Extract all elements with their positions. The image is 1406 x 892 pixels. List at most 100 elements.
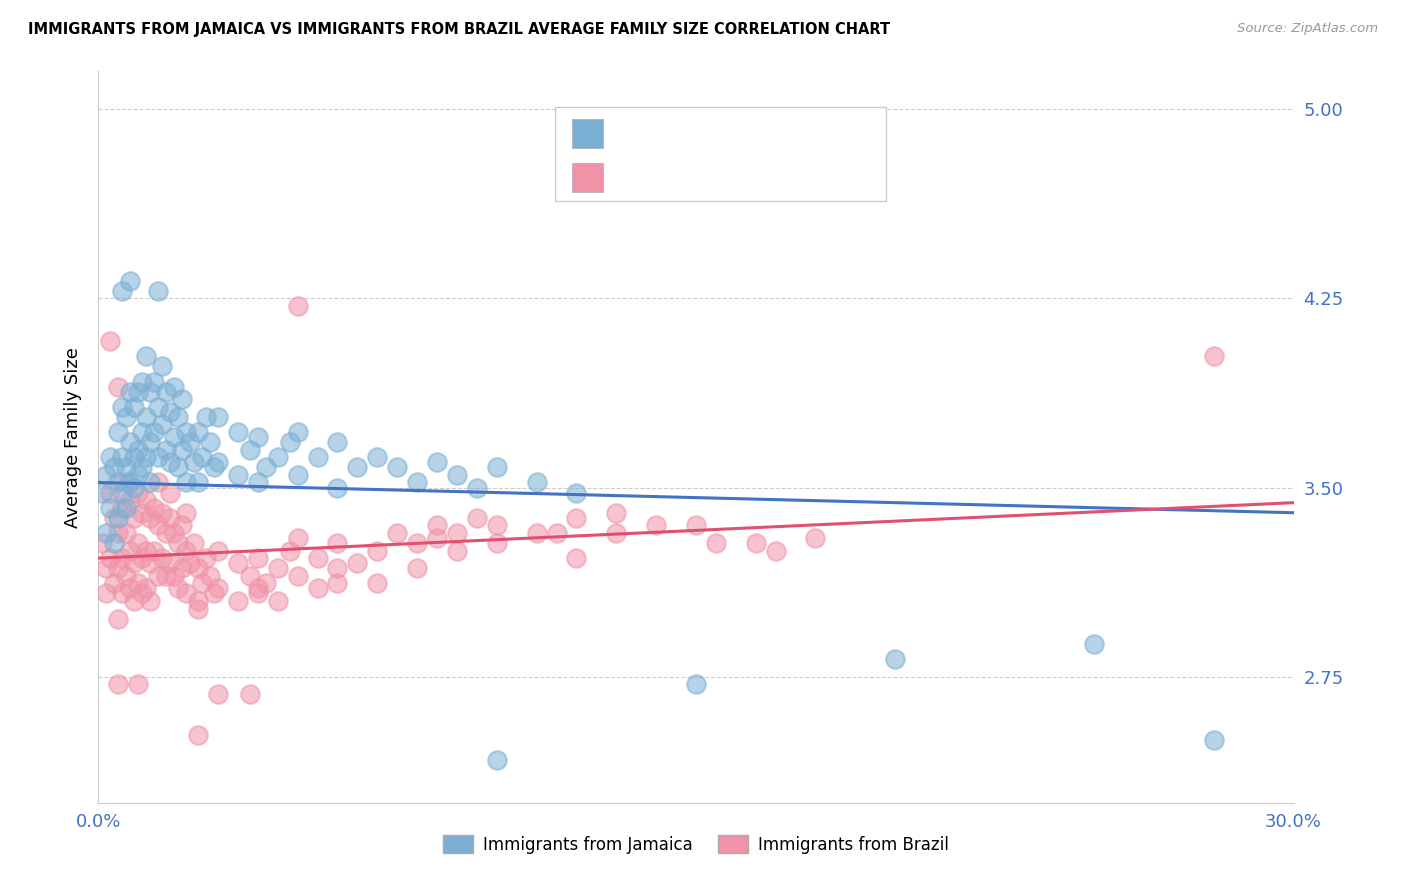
Point — [685, 518, 707, 533]
Point — [120, 475, 142, 490]
Text: 116: 116 — [769, 169, 801, 186]
Point — [143, 425, 166, 439]
Point — [96, 525, 118, 540]
Point — [278, 435, 301, 450]
Point — [366, 576, 388, 591]
Point — [226, 556, 249, 570]
Point — [103, 536, 125, 550]
Point — [326, 561, 349, 575]
Point — [111, 500, 134, 515]
Point — [287, 467, 309, 482]
Point — [107, 379, 129, 393]
Point — [98, 500, 122, 515]
Point — [127, 384, 149, 399]
Point — [287, 569, 309, 583]
Text: -0.132: -0.132 — [659, 124, 713, 142]
Point — [226, 467, 249, 482]
Point — [446, 467, 468, 482]
Point — [207, 543, 229, 558]
Point — [127, 442, 149, 457]
Point — [163, 379, 186, 393]
Point — [187, 594, 209, 608]
Point — [103, 576, 125, 591]
Point — [426, 518, 449, 533]
Point — [254, 460, 277, 475]
Text: N =: N = — [733, 169, 769, 186]
Point — [195, 551, 218, 566]
Point — [98, 450, 122, 465]
Point — [195, 409, 218, 424]
Point — [426, 531, 449, 545]
Point — [127, 677, 149, 691]
Point — [246, 586, 269, 600]
Point — [198, 435, 221, 450]
Point — [124, 556, 146, 570]
Point — [111, 551, 134, 566]
Point — [287, 299, 309, 313]
Point — [131, 506, 153, 520]
Point — [172, 442, 194, 457]
Point — [187, 425, 209, 439]
Point — [346, 556, 368, 570]
Point — [179, 435, 201, 450]
Point — [191, 450, 214, 465]
Point — [406, 561, 429, 575]
Point — [131, 375, 153, 389]
Point — [605, 506, 627, 520]
Point — [804, 531, 827, 545]
Point — [107, 425, 129, 439]
Point — [485, 518, 508, 533]
Point — [565, 485, 588, 500]
Point — [120, 543, 142, 558]
Point — [685, 677, 707, 691]
Point — [191, 576, 214, 591]
Point — [148, 518, 170, 533]
Point — [174, 475, 197, 490]
Point — [174, 543, 197, 558]
Point — [115, 475, 138, 490]
Point — [107, 561, 129, 575]
Point — [139, 475, 162, 490]
Point — [98, 334, 122, 349]
Point — [163, 430, 186, 444]
Point — [98, 485, 122, 500]
Point — [111, 586, 134, 600]
Point — [605, 525, 627, 540]
Point — [446, 543, 468, 558]
Point — [267, 561, 290, 575]
Point — [239, 442, 262, 457]
Point — [159, 405, 181, 419]
Point — [135, 450, 157, 465]
Point — [159, 455, 181, 469]
Point — [150, 506, 173, 520]
Point — [187, 728, 209, 742]
Point — [198, 569, 221, 583]
Point — [202, 460, 225, 475]
Point — [124, 481, 146, 495]
Point — [139, 384, 162, 399]
Point — [246, 582, 269, 596]
Point — [107, 525, 129, 540]
Point — [103, 510, 125, 524]
Point — [98, 551, 122, 566]
Point — [131, 586, 153, 600]
Text: N =: N = — [733, 124, 769, 142]
Point — [267, 594, 290, 608]
Point — [111, 400, 134, 414]
Point — [148, 450, 170, 465]
Point — [406, 536, 429, 550]
Point — [172, 518, 194, 533]
Point — [1202, 350, 1225, 364]
Point — [143, 543, 166, 558]
Point — [267, 450, 290, 465]
Point — [167, 536, 190, 550]
Point — [107, 612, 129, 626]
Point — [745, 536, 768, 550]
Point — [884, 652, 907, 666]
Point — [546, 525, 568, 540]
Point — [174, 506, 197, 520]
Point — [120, 274, 142, 288]
Point — [179, 556, 201, 570]
Point — [167, 582, 190, 596]
Point — [183, 536, 205, 550]
